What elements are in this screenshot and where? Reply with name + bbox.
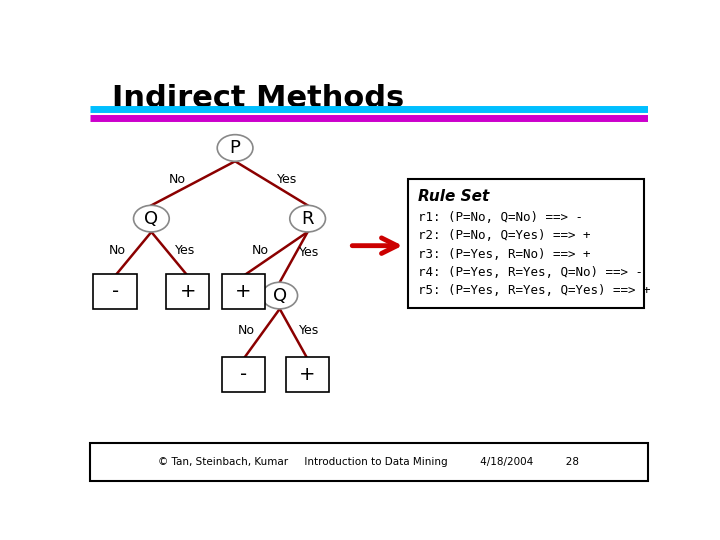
Text: Rule Set: Rule Set <box>418 188 489 204</box>
Text: r1: (P=No, Q=No) ==> -: r1: (P=No, Q=No) ==> - <box>418 211 582 224</box>
Text: No: No <box>251 245 269 258</box>
Text: Q: Q <box>144 210 158 228</box>
Text: Yes: Yes <box>277 173 297 186</box>
Text: Yes: Yes <box>175 245 195 258</box>
FancyBboxPatch shape <box>222 274 265 309</box>
FancyBboxPatch shape <box>222 357 265 392</box>
Text: +: + <box>235 282 252 301</box>
Text: P: P <box>230 139 240 157</box>
FancyBboxPatch shape <box>286 357 329 392</box>
Text: No: No <box>109 245 126 258</box>
Text: Yes: Yes <box>300 246 320 259</box>
Text: Q: Q <box>273 287 287 305</box>
Text: -: - <box>112 282 119 301</box>
FancyBboxPatch shape <box>94 274 137 309</box>
Text: © Tan, Steinbach, Kumar     Introduction to Data Mining          4/18/2004      : © Tan, Steinbach, Kumar Introduction to … <box>158 457 580 467</box>
Circle shape <box>289 205 325 232</box>
Text: Yes: Yes <box>300 325 320 338</box>
Text: +: + <box>179 282 196 301</box>
Text: r4: (P=Yes, R=Yes, Q=No) ==> -: r4: (P=Yes, R=Yes, Q=No) ==> - <box>418 266 642 279</box>
Text: No: No <box>169 173 186 186</box>
Text: No: No <box>238 325 254 338</box>
Text: r5: (P=Yes, R=Yes, Q=Yes) ==> +: r5: (P=Yes, R=Yes, Q=Yes) ==> + <box>418 285 650 298</box>
Text: r3: (P=Yes, R=No) ==> +: r3: (P=Yes, R=No) ==> + <box>418 248 590 261</box>
Circle shape <box>262 282 297 309</box>
Text: r2: (P=No, Q=Yes) ==> +: r2: (P=No, Q=Yes) ==> + <box>418 230 590 242</box>
Circle shape <box>133 205 169 232</box>
FancyBboxPatch shape <box>90 443 648 481</box>
Circle shape <box>217 134 253 161</box>
Text: -: - <box>240 365 247 384</box>
Text: +: + <box>300 365 316 384</box>
FancyBboxPatch shape <box>166 274 210 309</box>
Text: R: R <box>302 210 314 228</box>
FancyBboxPatch shape <box>408 179 644 308</box>
Text: Indirect Methods: Indirect Methods <box>112 84 405 112</box>
